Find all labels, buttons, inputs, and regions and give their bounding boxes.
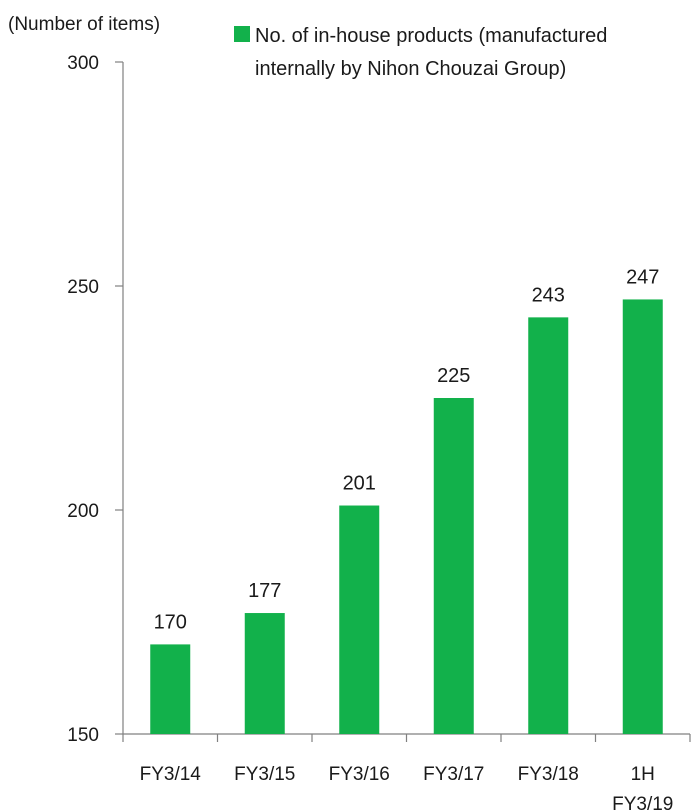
x-axis-ticks <box>122 734 691 742</box>
bar-value-label: 247 <box>626 266 659 288</box>
bar <box>528 317 569 734</box>
bar-value-label: 170 <box>154 611 187 633</box>
legend-text-line-1: No. of in-house products (manufactured <box>255 25 607 47</box>
y-axis-ticks: 150 200 250 300 <box>67 53 123 746</box>
y-tick-label: 250 <box>67 277 99 298</box>
category-label: FY3/16 <box>329 764 390 785</box>
bar-value-label: 201 <box>343 473 376 495</box>
bar-series <box>150 299 663 734</box>
y-tick-label: 300 <box>67 53 99 74</box>
legend-text-line-2: internally by Nihon Chouzai Group) <box>255 58 566 80</box>
category-labels: FY3/14 FY3/15 FY3/16 FY3/17 FY3/18 1H FY3/19 <box>140 764 674 811</box>
category-label: FY3/18 <box>518 764 579 785</box>
bar <box>339 505 380 734</box>
legend: No. of in-house products (manufactured i… <box>234 25 607 80</box>
y-tick-label: 200 <box>67 501 99 522</box>
bar <box>433 398 474 734</box>
bar <box>244 613 285 734</box>
bar-value-label: 177 <box>248 580 281 602</box>
category-label: FY3/17 <box>423 764 484 785</box>
category-label: FY3/19 <box>612 794 673 811</box>
legend-swatch <box>234 26 250 42</box>
bar <box>622 299 663 734</box>
category-label: FY3/15 <box>234 764 295 785</box>
bar-value-label: 243 <box>532 284 565 306</box>
data-labels: 170 177 201 225 243 247 <box>154 266 660 633</box>
y-unit-label: (Number of items) <box>8 14 160 35</box>
bar <box>150 644 191 734</box>
category-label: 1H <box>631 764 655 785</box>
category-label: FY3/14 <box>140 764 202 785</box>
y-tick-label: 150 <box>67 725 99 746</box>
bar-value-label: 225 <box>437 365 470 387</box>
